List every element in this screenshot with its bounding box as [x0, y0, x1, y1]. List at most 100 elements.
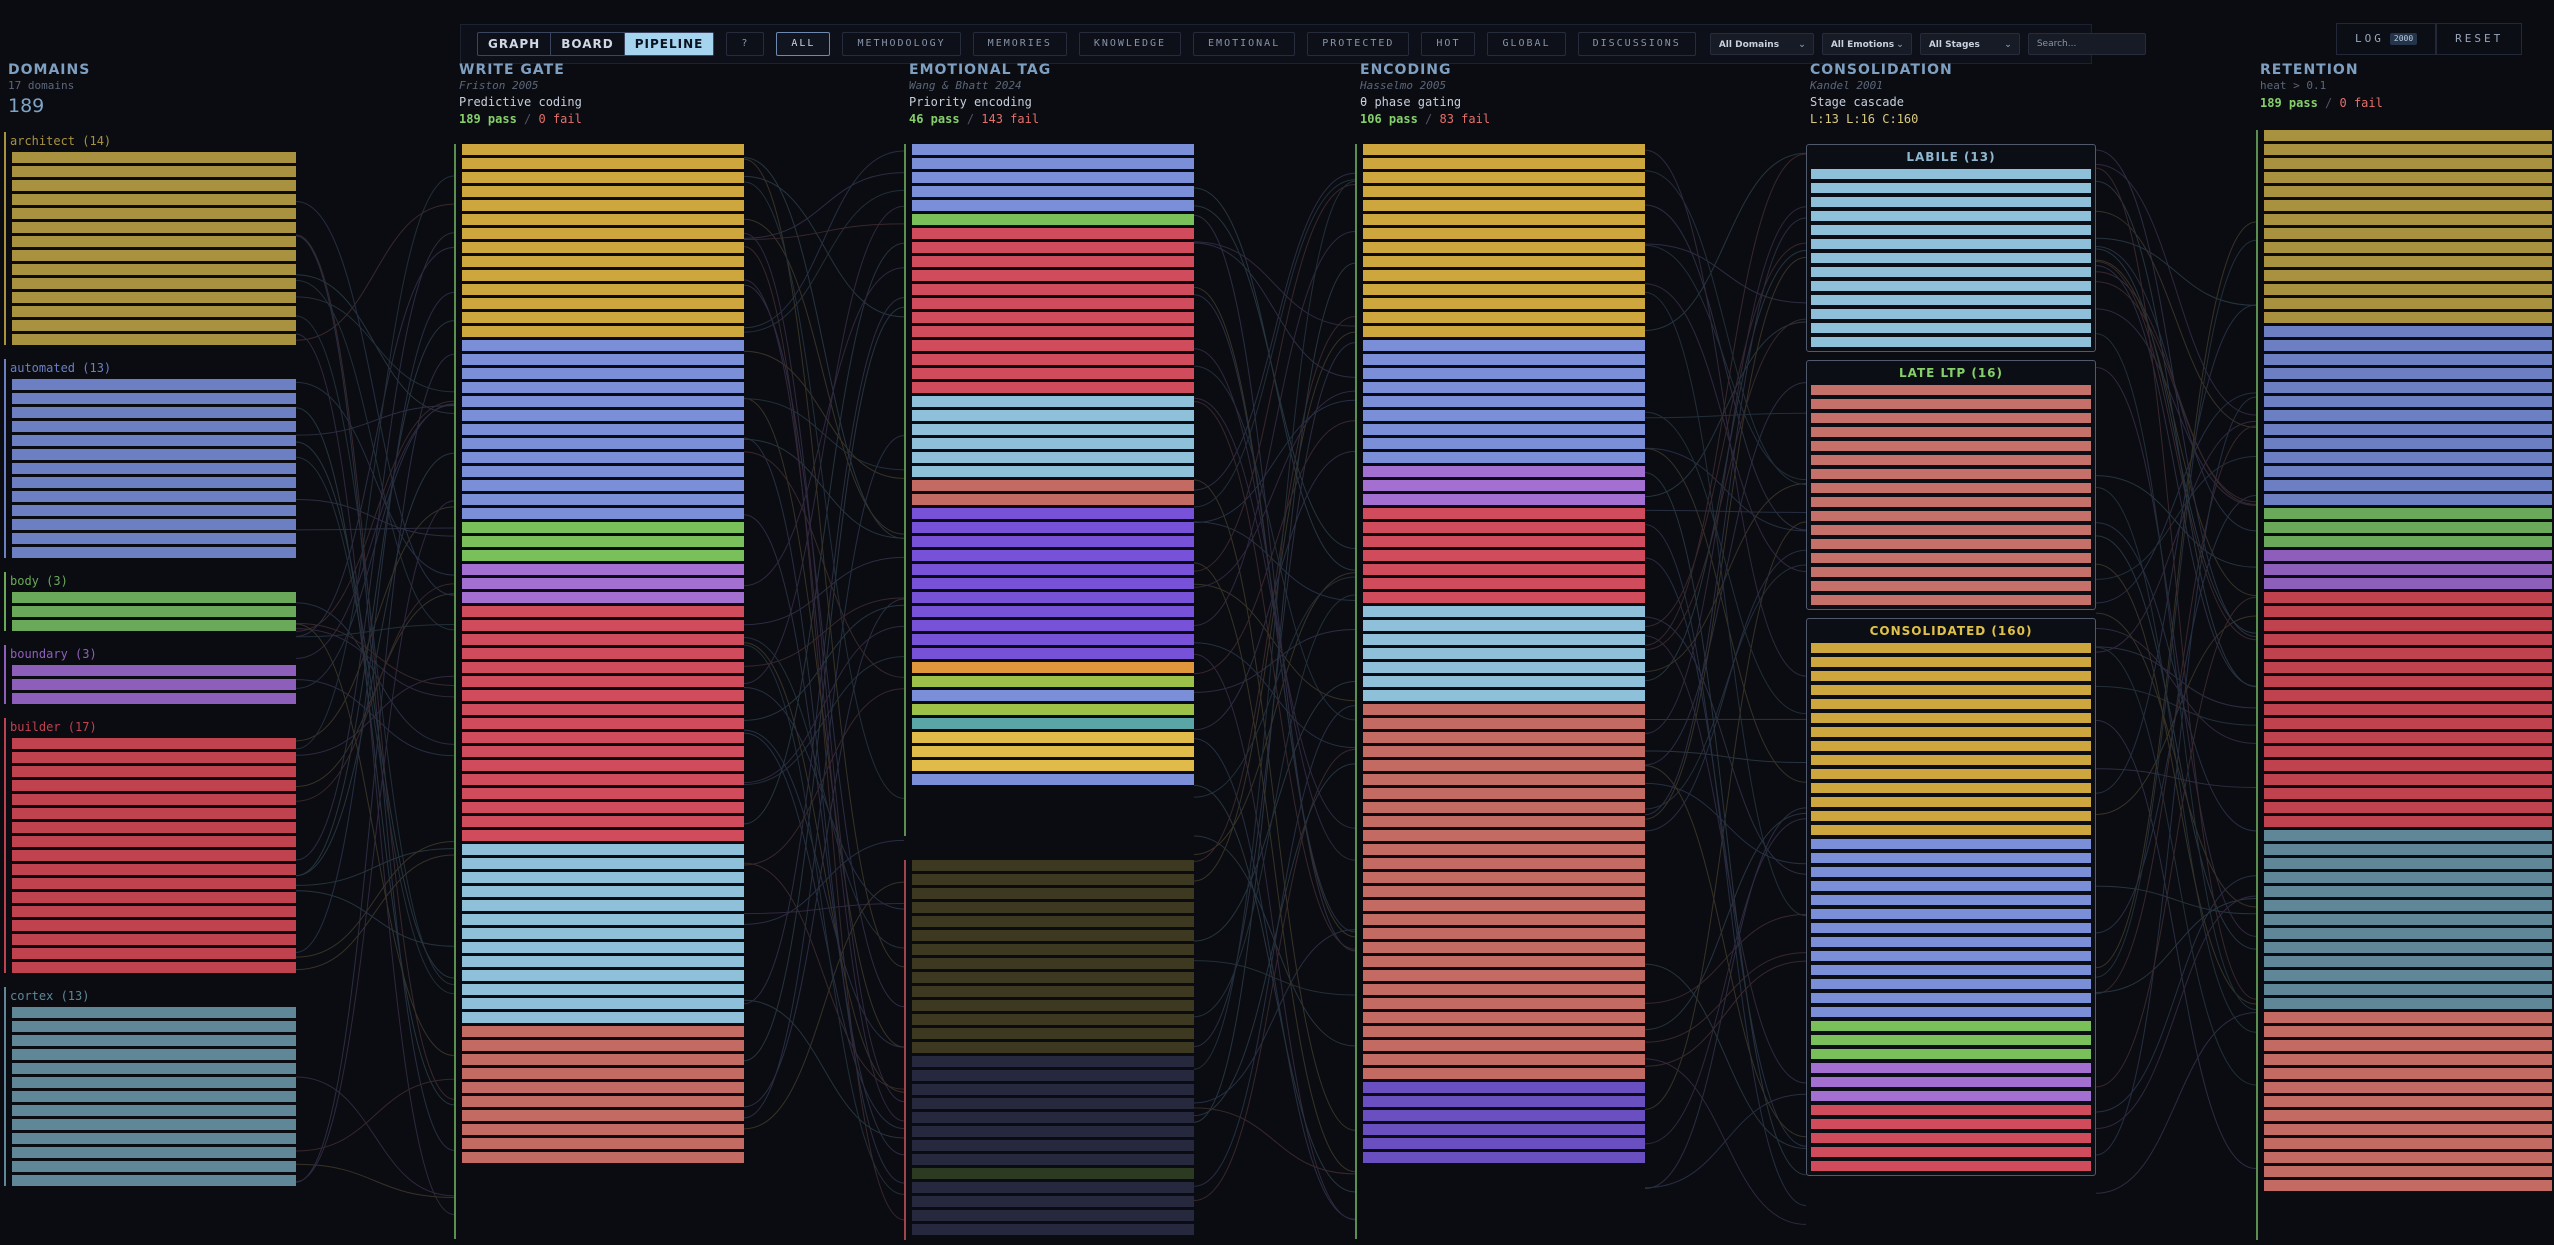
memory-bar[interactable] — [12, 665, 296, 676]
memory-bar[interactable] — [462, 732, 744, 743]
view-graph-button[interactable]: GRAPH — [478, 33, 552, 55]
memory-bar[interactable] — [12, 892, 296, 903]
memory-bar[interactable] — [1811, 483, 2091, 493]
memory-bar[interactable] — [12, 752, 296, 763]
memory-bar[interactable] — [12, 1091, 296, 1102]
memory-bar[interactable] — [912, 228, 1194, 239]
memory-bar[interactable] — [2264, 340, 2552, 351]
filter-emotional-button[interactable]: EMOTIONAL — [1193, 32, 1296, 56]
memory-bar[interactable] — [2264, 648, 2552, 659]
memory-bar[interactable] — [1811, 755, 2091, 765]
memory-bar[interactable] — [1363, 844, 1645, 855]
failed-memory-bar[interactable] — [912, 1140, 1194, 1151]
memory-bar[interactable] — [462, 466, 744, 477]
memory-bar[interactable] — [462, 1040, 744, 1051]
memory-bar[interactable] — [1363, 424, 1645, 435]
memory-bar[interactable] — [462, 214, 744, 225]
memory-bar[interactable] — [912, 200, 1194, 211]
memory-bar[interactable] — [462, 144, 744, 155]
memory-bar[interactable] — [1363, 1138, 1645, 1149]
memory-bar[interactable] — [1363, 1054, 1645, 1065]
memory-bar[interactable] — [1811, 811, 2091, 821]
memory-bar[interactable] — [912, 340, 1194, 351]
memory-bar[interactable] — [1363, 676, 1645, 687]
memory-bar[interactable] — [12, 766, 296, 777]
memory-bar[interactable] — [912, 522, 1194, 533]
memory-bar[interactable] — [462, 424, 744, 435]
memory-bar[interactable] — [1363, 564, 1645, 575]
memory-bar[interactable] — [1811, 1049, 2091, 1059]
memory-bar[interactable] — [462, 1082, 744, 1093]
memory-bar[interactable] — [462, 536, 744, 547]
memory-bar[interactable] — [1363, 732, 1645, 743]
memory-bar[interactable] — [1363, 648, 1645, 659]
memory-bar[interactable] — [1363, 522, 1645, 533]
memory-bar[interactable] — [2264, 1068, 2552, 1079]
memory-bar[interactable] — [1811, 951, 2091, 961]
memory-bar[interactable] — [462, 284, 744, 295]
memory-bar[interactable] — [12, 1007, 296, 1018]
failed-memory-bar[interactable] — [912, 1224, 1194, 1235]
memory-bar[interactable] — [2264, 256, 2552, 267]
memory-bar[interactable] — [1811, 937, 2091, 947]
memory-bar[interactable] — [1811, 553, 2091, 563]
memory-bar[interactable] — [912, 158, 1194, 169]
memory-bar[interactable] — [1363, 578, 1645, 589]
memory-bar[interactable] — [1811, 197, 2091, 207]
domain-select[interactable]: All Domains ⌄ — [1709, 33, 1814, 55]
memory-bar[interactable] — [462, 270, 744, 281]
memory-bar[interactable] — [12, 808, 296, 819]
memory-bar[interactable] — [2264, 200, 2552, 211]
memory-bar[interactable] — [1363, 914, 1645, 925]
memory-bar[interactable] — [462, 354, 744, 365]
memory-bar[interactable] — [1363, 970, 1645, 981]
memory-bar[interactable] — [912, 242, 1194, 253]
memory-bar[interactable] — [462, 662, 744, 673]
failed-memory-bar[interactable] — [912, 1168, 1194, 1179]
memory-bar[interactable] — [12, 1161, 296, 1172]
memory-bar[interactable] — [1811, 1077, 2091, 1087]
failed-memory-bar[interactable] — [912, 930, 1194, 941]
memory-bar[interactable] — [912, 648, 1194, 659]
emotion-select[interactable]: All Emotions ⌄ — [1821, 33, 1912, 55]
memory-bar[interactable] — [912, 452, 1194, 463]
failed-memory-bar[interactable] — [912, 1182, 1194, 1193]
memory-bar[interactable] — [912, 746, 1194, 757]
memory-bar[interactable] — [462, 942, 744, 953]
memory-bar[interactable] — [12, 320, 296, 331]
memory-bar[interactable] — [2264, 1054, 2552, 1065]
memory-bar[interactable] — [12, 1063, 296, 1074]
memory-bar[interactable] — [12, 547, 296, 558]
memory-bar[interactable] — [12, 934, 296, 945]
memory-bar[interactable] — [1811, 253, 2091, 263]
memory-bar[interactable] — [1363, 606, 1645, 617]
failed-memory-bar[interactable] — [912, 874, 1194, 885]
memory-bar[interactable] — [912, 536, 1194, 547]
memory-bar[interactable] — [1811, 979, 2091, 989]
memory-bar[interactable] — [2264, 564, 2552, 575]
memory-bar[interactable] — [2264, 970, 2552, 981]
filter-hot-button[interactable]: HOT — [1421, 32, 1476, 56]
memory-bar[interactable] — [912, 144, 1194, 155]
domain-label[interactable]: cortex (13) — [10, 989, 90, 1003]
memory-bar[interactable] — [462, 998, 744, 1009]
memory-bar[interactable] — [912, 312, 1194, 323]
memory-bar[interactable] — [2264, 186, 2552, 197]
memory-bar[interactable] — [1363, 802, 1645, 813]
memory-bar[interactable] — [462, 858, 744, 869]
memory-bar[interactable] — [1363, 354, 1645, 365]
memory-bar[interactable] — [462, 326, 744, 337]
failed-memory-bar[interactable] — [912, 902, 1194, 913]
memory-bar[interactable] — [1811, 965, 2091, 975]
failed-memory-bar[interactable] — [912, 986, 1194, 997]
memory-bar[interactable] — [2264, 634, 2552, 645]
memory-bar[interactable] — [12, 222, 296, 233]
memory-bar[interactable] — [12, 1147, 296, 1158]
memory-bar[interactable] — [1811, 211, 2091, 221]
memory-bar[interactable] — [2264, 606, 2552, 617]
memory-bar[interactable] — [2264, 438, 2552, 449]
memory-bar[interactable] — [462, 228, 744, 239]
memory-bar[interactable] — [1811, 1007, 2091, 1017]
memory-bar[interactable] — [2264, 214, 2552, 225]
memory-bar[interactable] — [462, 312, 744, 323]
